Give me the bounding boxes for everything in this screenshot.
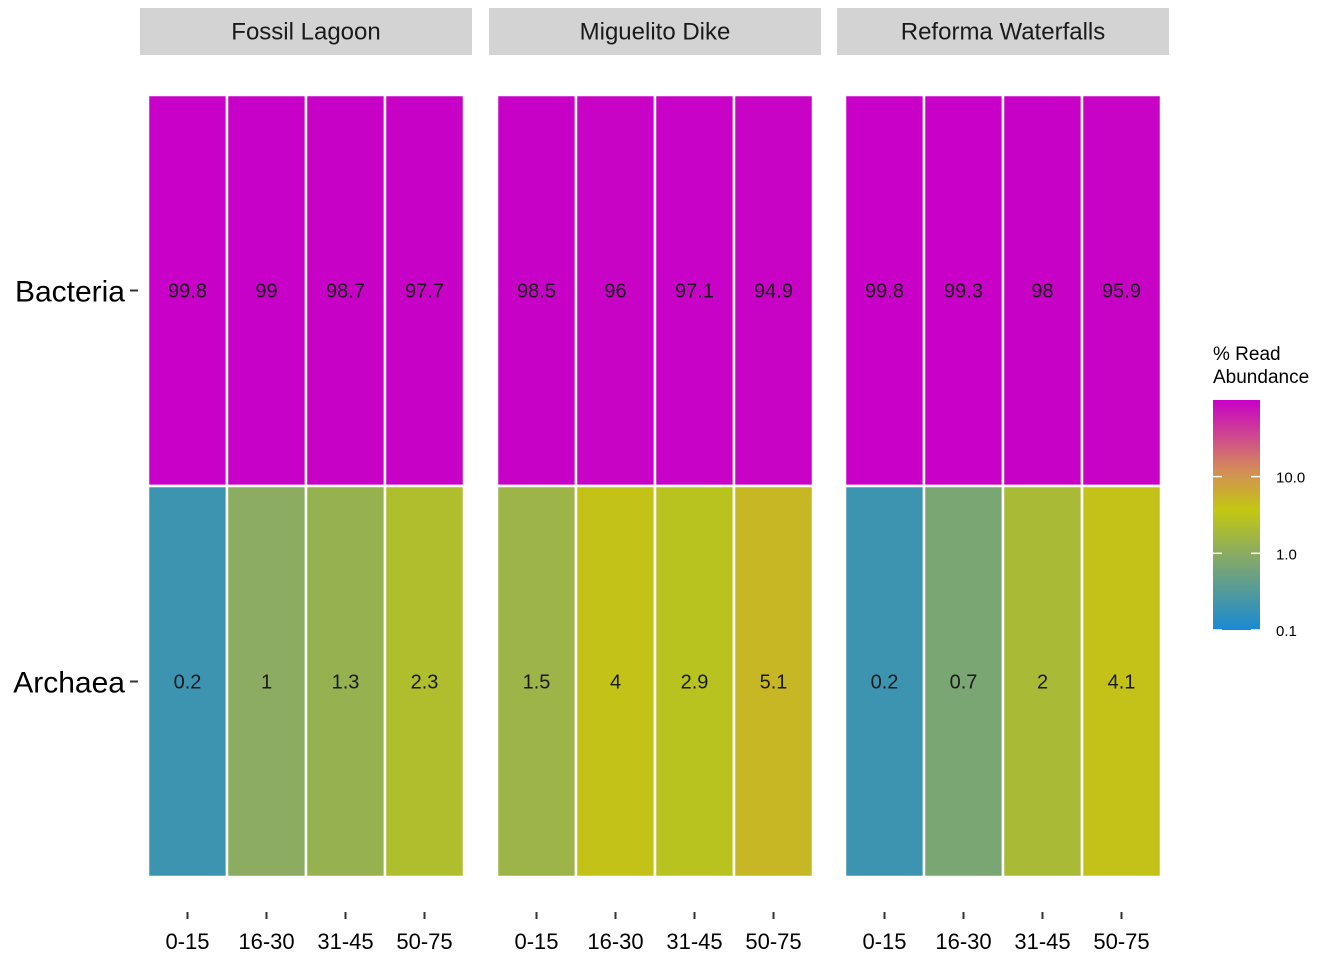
cell-value-label: 4	[610, 672, 621, 694]
facet-panel: Miguelito Dike 98.5 96 97.1 94.9 1.5 4 2.9 5.1 0-…	[489, 8, 821, 954]
facet-panel: Reforma Waterfalls 99.8 99.3 98 95.9 0.2 0.7 2 4…	[837, 8, 1169, 954]
heatmap-cell	[843, 484, 926, 879]
cell-value-label: 0.7	[950, 672, 978, 694]
legend-tick-label: 1.0	[1276, 546, 1297, 563]
heatmap-cell	[225, 93, 308, 488]
x-tick-label: 0-15	[165, 929, 209, 954]
cell-value-label: 0.2	[871, 672, 899, 694]
cell-value-label: 98	[1031, 281, 1053, 303]
cell-value-label: 5.1	[760, 672, 788, 694]
x-tick-label: 31-45	[1014, 929, 1070, 954]
heatmap-cell	[383, 484, 466, 879]
cell-value-label: 99.3	[944, 281, 983, 303]
cell-value-label: 2.3	[411, 672, 439, 694]
heatmap-cell	[146, 484, 229, 879]
cell-value-label: 94.9	[754, 281, 793, 303]
facet-strip-label: Reforma Waterfalls	[901, 19, 1106, 46]
cell-value-label: 1.5	[523, 672, 551, 694]
cell-value-label: 4.1	[1108, 672, 1136, 694]
heatmap-cell	[653, 484, 736, 879]
legend-tick-label: 10.0	[1276, 470, 1305, 487]
x-tick-label: 31-45	[317, 929, 373, 954]
cell-value-label: 97.7	[405, 281, 444, 303]
heatmap-cell	[1001, 93, 1084, 488]
cell-value-label: 2	[1037, 672, 1048, 694]
x-tick-label: 16-30	[935, 929, 991, 954]
x-tick-label: 16-30	[587, 929, 643, 954]
cell-value-label: 95.9	[1102, 281, 1141, 303]
x-tick-label: 31-45	[666, 929, 722, 954]
heatmap-cell	[495, 484, 578, 879]
legend-title: % Read	[1213, 344, 1281, 365]
legend-colorbar	[1213, 400, 1260, 630]
x-tick-label: 50-75	[396, 929, 452, 954]
facet-strip-label: Fossil Lagoon	[231, 19, 380, 46]
cell-value-label: 1.3	[332, 672, 360, 694]
x-tick-label: 0-15	[514, 929, 558, 954]
heatmap-cell	[146, 93, 229, 488]
heatmap-cell	[495, 93, 578, 488]
y-tick-label: Bacteria	[15, 276, 125, 309]
heatmap-cell	[732, 93, 815, 488]
y-axis: Bacteria Archaea	[13, 276, 138, 700]
x-tick-label: 16-30	[238, 929, 294, 954]
cell-value-label: 2.9	[681, 672, 709, 694]
heatmap-cell	[574, 484, 657, 879]
heatmap-cell	[574, 93, 657, 488]
heatmap-cell	[732, 484, 815, 879]
x-tick-label: 50-75	[745, 929, 801, 954]
legend-title: Abundance	[1213, 367, 1309, 388]
heatmap-cell	[304, 93, 387, 488]
y-tick-label: Archaea	[13, 667, 125, 700]
heatmap-cell	[1080, 484, 1163, 879]
x-tick-label: 0-15	[862, 929, 906, 954]
cell-value-label: 0.2	[174, 672, 202, 694]
heatmap-panels: Fossil Lagoon 99.8 99 98.7 97.7 0.2 1 1.3 2.3 0-1…	[140, 8, 1169, 954]
heatmap-cell	[843, 93, 926, 488]
cell-value-label: 98.5	[517, 281, 556, 303]
facet-strip	[140, 8, 472, 55]
cell-value-label: 99	[255, 281, 277, 303]
heatmap-cell	[922, 484, 1005, 879]
facet-strip	[837, 8, 1169, 55]
cell-value-label: 99.8	[865, 281, 904, 303]
cell-value-label: 96	[604, 281, 626, 303]
legend-tick-label: 0.1	[1276, 623, 1297, 640]
cell-value-label: 97.1	[675, 281, 714, 303]
cell-value-label: 1	[261, 672, 272, 694]
heatmap-cell	[225, 484, 308, 879]
cell-value-label: 98.7	[326, 281, 365, 303]
heatmap-cell	[1080, 93, 1163, 488]
x-tick-label: 50-75	[1093, 929, 1149, 954]
facet-strip-label: Miguelito Dike	[580, 19, 731, 46]
cell-value-label: 99.8	[168, 281, 207, 303]
facet-panel: Fossil Lagoon 99.8 99 98.7 97.7 0.2 1 1.3 2.3 0-1…	[140, 8, 472, 954]
heatmap-cell	[1001, 484, 1084, 879]
facet-strip	[489, 8, 821, 55]
